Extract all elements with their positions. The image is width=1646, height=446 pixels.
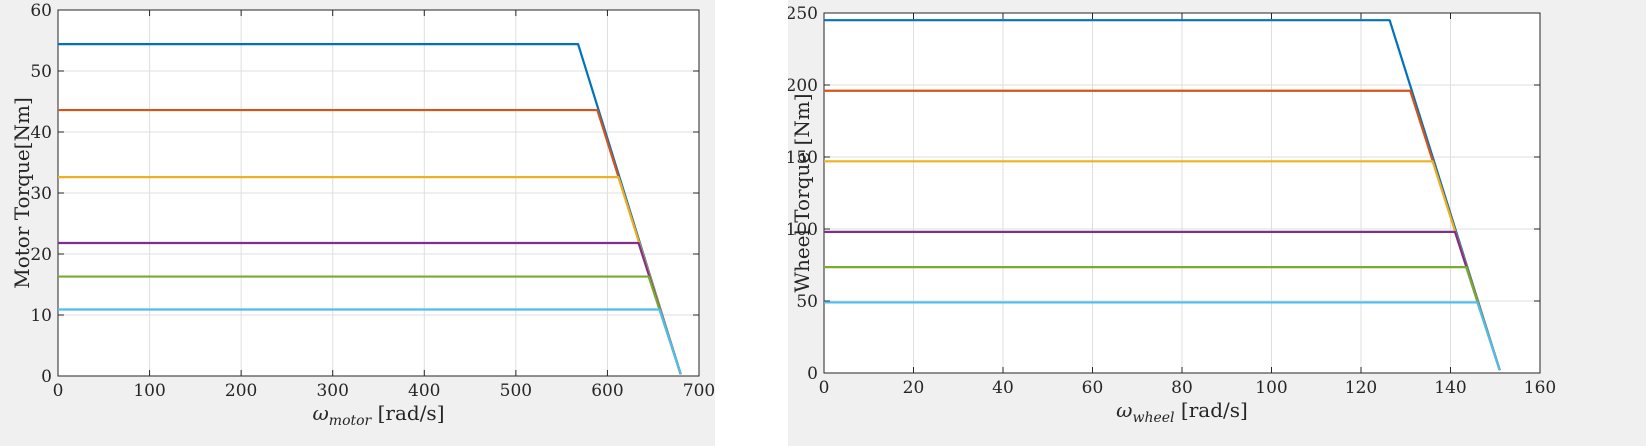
x-tick-label: 140: [1434, 378, 1466, 398]
y-tick-label: 50: [796, 292, 818, 312]
y-tick-label: 0: [41, 367, 52, 387]
wheel-torque-chart: 0 20 40 60 80 100 120 140 160 0 50 100 150 200 250 ωwhe…: [788, 0, 1646, 446]
y-tick-label: 0: [807, 364, 818, 384]
x-tick-label: 160: [1524, 378, 1556, 398]
axes-frame: [57, 9, 700, 377]
x-tick-label: 120: [1345, 378, 1377, 398]
y-axis-label: Motor Torque[Nm]: [10, 97, 34, 289]
x-tick-label: 0: [53, 381, 64, 401]
x-tick-label: 20: [903, 378, 925, 398]
axes-frame: [823, 12, 1541, 374]
y-tick-label: 20: [30, 245, 52, 265]
y-tick-label: 50: [30, 62, 52, 82]
y-tick-label: 250: [788, 4, 818, 24]
y-tick-label: 60: [30, 1, 52, 21]
y-axis-label: Wheel Torque [Nm]: [790, 93, 814, 292]
y-tick-label: 40: [30, 123, 52, 143]
x-tick-label: 700: [683, 381, 715, 401]
series-line-6: [824, 301, 1501, 371]
x-axis-label: ωmotor [rad/s]: [312, 401, 444, 429]
x-tick-label: 600: [591, 381, 623, 401]
x-tick-label: 100: [133, 381, 165, 401]
y-tick-label: 200: [788, 76, 818, 96]
x-tick-label: 100: [1255, 378, 1287, 398]
y-tick-label: 100: [788, 220, 818, 240]
series-line-6: [58, 308, 682, 375]
x-tick-label: 400: [408, 381, 440, 401]
x-tick-label: 0: [819, 378, 830, 398]
x-tick-label: 300: [316, 381, 348, 401]
x-axis-label: ωwheel [rad/s]: [1116, 398, 1248, 426]
x-tick-label: 200: [225, 381, 257, 401]
x-tick-label: 40: [992, 378, 1014, 398]
y-tick-label: 150: [788, 148, 818, 168]
x-tick-label: 80: [1171, 378, 1193, 398]
x-tick-label: 500: [500, 381, 532, 401]
y-tick-label: 30: [30, 184, 52, 204]
motor-torque-chart: 0 100 200 300 400 500 600 700 0 10 20 30 40 50 60 ωmoto…: [0, 0, 715, 446]
y-tick-label: 10: [30, 306, 52, 326]
x-tick-label: 60: [1082, 378, 1104, 398]
